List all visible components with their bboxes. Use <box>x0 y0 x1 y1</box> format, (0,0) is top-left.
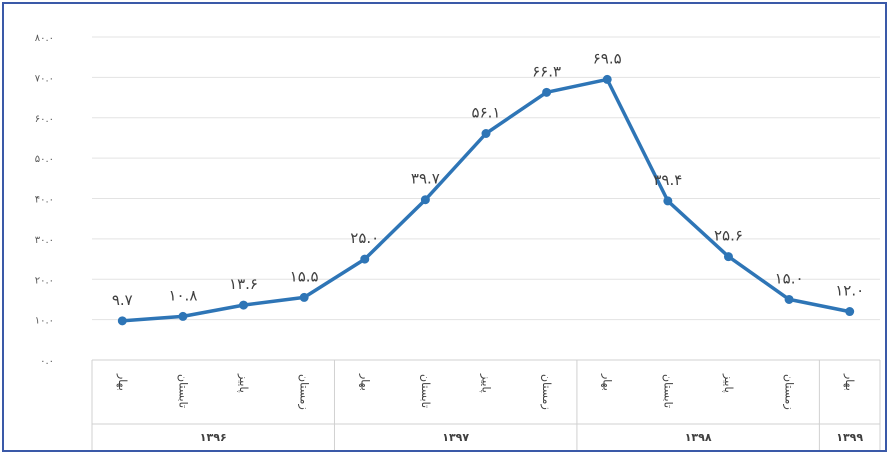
x-tick-label: بهار <box>358 373 371 391</box>
data-point <box>845 307 855 317</box>
x-tick-label: پاییز <box>237 373 250 393</box>
x-tick-label: زمستان <box>783 374 796 410</box>
x-tick-label: پاییز <box>722 373 735 393</box>
data-point <box>117 316 127 326</box>
chart-frame: ۰.۰ ۱۰.۰ ۲۰.۰ ۳۰.۰ ۴۰.۰ ۵۰.۰ ۶۰.۰ ۷۰.۰ ۸۰.۰ بهار ت… <box>2 2 887 452</box>
data-label: ۶۹.۵ <box>593 49 622 67</box>
y-tick-label: ۸۰.۰ <box>35 33 54 44</box>
x-tick-label: پاییز <box>480 373 493 393</box>
data-point <box>602 74 612 84</box>
data-label: ۱۳.۶ <box>229 275 258 293</box>
y-tick-label: ۳۰.۰ <box>35 235 54 246</box>
data-point <box>360 254 370 264</box>
y-tick-label: ۲۰.۰ <box>35 275 54 286</box>
data-label: ۱۲.۰ <box>835 282 864 300</box>
data-point <box>299 292 309 302</box>
y-tick-label: ۴۰.۰ <box>35 195 54 206</box>
x-tick-label: زمستان <box>540 374 553 410</box>
y-tick-label: ۱۰.۰ <box>35 316 54 327</box>
year-label: ۱۳۹۹ <box>836 431 863 444</box>
data-label: ۳۹.۴ <box>653 171 682 189</box>
x-tick-label: بهار <box>601 373 614 391</box>
data-point <box>481 128 491 138</box>
y-tick-label: ۶۰.۰ <box>35 114 54 125</box>
data-label: ۵۶.۱ <box>472 103 501 121</box>
data-label: ۲۵.۰ <box>350 229 379 247</box>
data-point <box>723 252 733 262</box>
x-tick-label: تابستان <box>419 374 432 408</box>
data-point <box>178 311 188 321</box>
data-point <box>784 294 794 304</box>
data-label: ۱۵.۵ <box>290 267 319 285</box>
data-point <box>420 195 430 205</box>
data-label: ۲۵.۶ <box>714 227 743 245</box>
data-label: ۱۰.۸ <box>168 286 197 304</box>
data-label: ۹.۷ <box>112 291 133 309</box>
year-label: ۱۳۹۶ <box>200 431 227 444</box>
x-tick-label: تابستان <box>661 374 674 408</box>
x-tick-label: زمستان <box>298 374 311 410</box>
year-label: ۱۳۹۷ <box>442 431 469 444</box>
y-tick-label: ۰.۰ <box>40 356 54 367</box>
x-tick-label: بهار <box>116 373 129 391</box>
y-tick-label: ۵۰.۰ <box>35 154 54 165</box>
year-label: ۱۳۹۸ <box>685 431 712 444</box>
data-label: ۶۶.۳ <box>532 62 561 80</box>
data-point <box>663 196 673 206</box>
data-point <box>542 87 552 97</box>
y-tick-label: ۷۰.۰ <box>35 73 54 84</box>
data-label: ۱۵.۰ <box>775 269 804 287</box>
data-point <box>239 300 249 310</box>
line-chart: ۰.۰ ۱۰.۰ ۲۰.۰ ۳۰.۰ ۴۰.۰ ۵۰.۰ ۶۰.۰ ۷۰.۰ ۸۰.۰ بهار ت… <box>35 33 881 450</box>
x-tick-label: بهار <box>843 373 856 391</box>
data-label: ۳۹.۷ <box>411 170 440 188</box>
x-tick-label: تابستان <box>176 374 189 408</box>
